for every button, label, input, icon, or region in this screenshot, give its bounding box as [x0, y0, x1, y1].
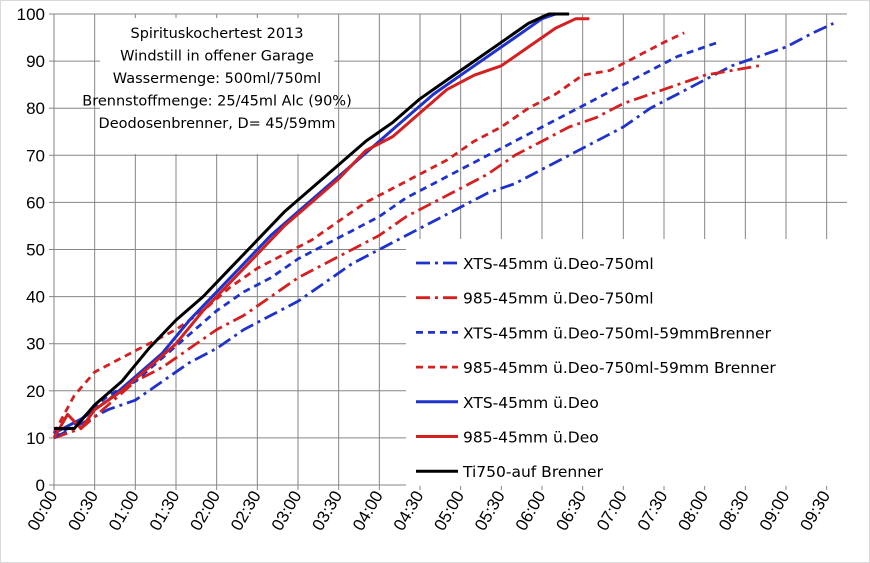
annotation-background: [100, 18, 334, 154]
legend-label: 985-45mm ü.Deo: [463, 429, 599, 447]
y-tick-label: 40: [26, 288, 45, 307]
y-tick-label: 90: [26, 52, 45, 71]
series-line-xts-45mm-deo-750ml-59mmbrenner: [53, 40, 719, 440]
legend-label: 985-45mm ü.Deo-750ml: [463, 290, 654, 308]
y-tick-label: 30: [26, 335, 45, 354]
legend-label: 985-45mm ü.Deo-750ml-59mm Brenner: [463, 359, 776, 377]
legend-label: XTS-45mm ü.Deo: [463, 394, 599, 412]
data-series: [52, 12, 834, 440]
legend-label: XTS-45mm ü.Deo-750ml: [463, 255, 654, 273]
y-axis-tick-labels: 0 10 20 30 40 50 60 70 80 90 100: [17, 5, 45, 495]
annotation-line: Windstill in offener Garage: [120, 49, 314, 65]
series-line-985-45mm-deo: [52, 17, 590, 439]
y-tick-label: 20: [26, 382, 45, 401]
y-tick-label: 60: [26, 193, 45, 212]
annotation-line: Spirituskochertest 2013: [130, 26, 303, 42]
series-line-985-45mm-deo-750ml: [53, 64, 760, 440]
y-tick-label: 10: [26, 429, 45, 448]
y-tick-label: 80: [26, 99, 45, 118]
annotation-line: Deodosenbrenner, D= 45/59mm: [99, 116, 336, 132]
y-tick-label: 0: [36, 476, 45, 495]
series-line-xts-45mm-deo-750ml: [53, 22, 834, 440]
chart-annotation: Spirituskochertest 2013 Windstill in offe…: [82, 18, 352, 154]
series-line-ti750-auf-brenner: [54, 12, 570, 430]
legend: XTS-45mm ü.Deo-750ml 985-45mm ü.Deo-750ml…: [406, 239, 851, 486]
series-line-985-45mm-deo-750ml-59mm-brenner: [52, 31, 685, 434]
y-tick-label: 100: [17, 5, 45, 24]
series-line-xts-45mm-deo: [53, 12, 557, 435]
y-tick-label: 70: [26, 146, 45, 165]
annotation-line: Wassermenge: 500ml/750ml: [113, 71, 321, 87]
legend-label: Ti750-auf Brenner: [462, 463, 604, 481]
annotation-line: Brennstoffmenge: 25/45ml Alc (90%): [82, 94, 351, 110]
y-tick-label: 50: [26, 241, 45, 260]
legend-label: XTS-45mm ü.Deo-750ml-59mmBrenner: [463, 324, 772, 342]
legend-background: [406, 239, 851, 486]
